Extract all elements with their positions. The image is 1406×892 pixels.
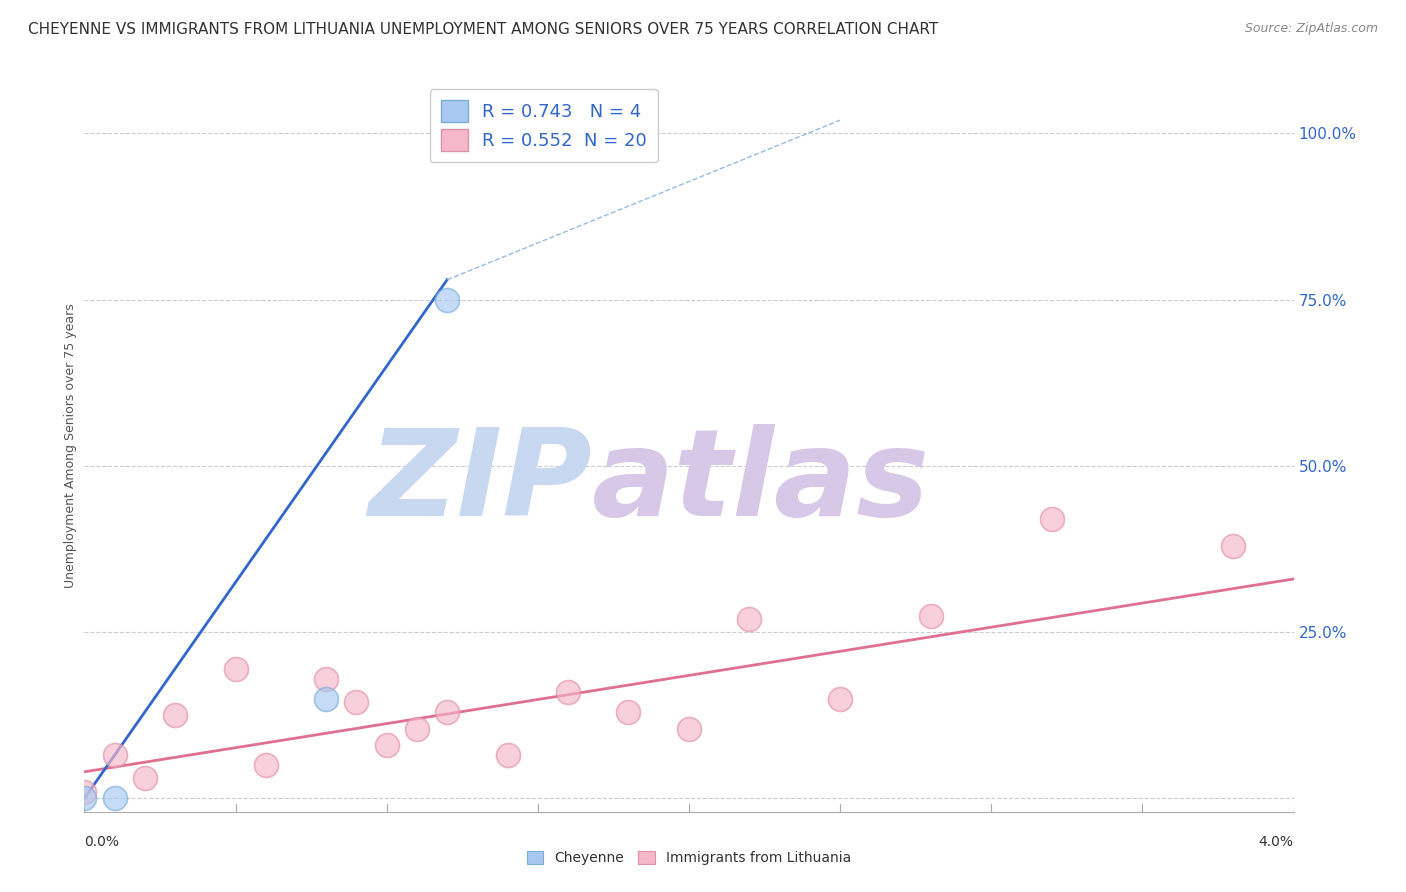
Point	[436, 293, 458, 307]
Point	[920, 608, 942, 623]
Text: 4.0%: 4.0%	[1258, 836, 1294, 849]
Point	[617, 705, 640, 719]
Point	[73, 785, 96, 799]
Point	[346, 695, 368, 709]
Point	[315, 672, 337, 686]
Y-axis label: Unemployment Among Seniors over 75 years: Unemployment Among Seniors over 75 years	[65, 303, 77, 589]
Text: Source: ZipAtlas.com: Source: ZipAtlas.com	[1244, 22, 1378, 36]
Point	[165, 708, 187, 723]
Point	[225, 662, 247, 676]
Point	[1222, 539, 1244, 553]
Point	[73, 791, 96, 805]
Point	[104, 748, 127, 763]
Text: CHEYENNE VS IMMIGRANTS FROM LITHUANIA UNEMPLOYMENT AMONG SENIORS OVER 75 YEARS C: CHEYENNE VS IMMIGRANTS FROM LITHUANIA UN…	[28, 22, 938, 37]
Point	[134, 772, 156, 786]
Point	[738, 612, 761, 626]
Legend: Cheyenne, Immigrants from Lithuania: Cheyenne, Immigrants from Lithuania	[522, 846, 856, 871]
Text: atlas: atlas	[592, 424, 931, 541]
Point	[678, 722, 700, 736]
Point	[254, 758, 277, 772]
Point	[104, 791, 127, 805]
Point	[406, 722, 429, 736]
Point	[1040, 512, 1063, 526]
Point	[830, 691, 852, 706]
Text: ZIP: ZIP	[368, 424, 592, 541]
Point	[496, 748, 519, 763]
Point	[436, 705, 458, 719]
Point	[315, 691, 337, 706]
Point	[557, 685, 579, 699]
Text: 0.0%: 0.0%	[84, 836, 120, 849]
Point	[375, 738, 398, 752]
